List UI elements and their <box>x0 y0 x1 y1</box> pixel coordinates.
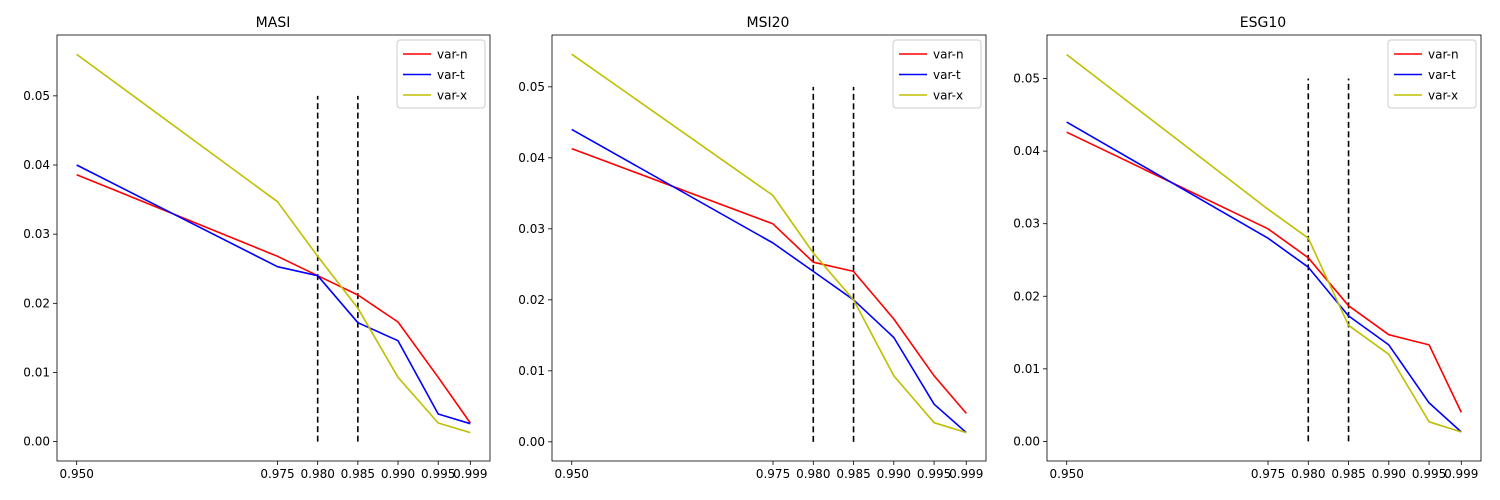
chart-panel-msi20: MSI20 0.950 0.975 0.980 0.985 0.990 0.9950.99… <box>518 15 987 481</box>
x-tick-label: 0.950 <box>1050 467 1084 481</box>
x-tick-label: 0.990 <box>1372 467 1406 481</box>
plot-frame <box>551 34 987 462</box>
y-tick-label: 0.02 <box>518 293 545 307</box>
legend-label: var-t <box>437 68 465 82</box>
x-tick-label: 0.980 <box>301 467 335 481</box>
chart-title: MASI <box>256 15 291 31</box>
chart-title: MSI20 <box>747 15 790 31</box>
y-tick-label: 0.05 <box>518 80 545 94</box>
y-tick-label: 0.03 <box>23 227 50 241</box>
x-tick-label: 0.995 <box>421 467 455 481</box>
x-tick-label: 0.990 <box>381 467 415 481</box>
y-tick-label: 0.01 <box>1013 362 1040 376</box>
y-tick-label: 0.05 <box>23 89 50 103</box>
legend-box <box>396 39 486 109</box>
series-line-var-x <box>571 53 967 434</box>
x-tick-label: 0.995 <box>917 467 951 481</box>
x-tick-label: 0.995 <box>1412 467 1446 481</box>
legend-box <box>1387 39 1477 109</box>
y-tick-label: 0.04 <box>518 151 545 165</box>
x-tick-label: 0.999 <box>1444 467 1478 481</box>
x-tick-label: 0.985 <box>836 467 870 481</box>
legend-label: var-t <box>933 68 961 82</box>
series-line-var-n <box>571 147 967 414</box>
series-line-var-t <box>1066 121 1462 433</box>
y-tick-label: 0.05 <box>1013 72 1040 86</box>
legend: var-n var-t var-x <box>1387 39 1477 109</box>
x-tick-label: 0.950 <box>555 467 589 481</box>
chart-title: ESG10 <box>1240 15 1286 31</box>
x-tick-label: 0.985 <box>341 467 375 481</box>
legend: var-n var-t var-x <box>892 39 982 109</box>
x-tick-label: 0.950 <box>60 467 94 481</box>
legend-label: var-t <box>1428 68 1456 82</box>
legend-label: var-n <box>933 48 964 62</box>
series-line-var-n <box>1066 131 1463 413</box>
legend-label: var-n <box>437 48 468 62</box>
legend-label: var-x <box>933 89 963 103</box>
x-tick-label: 0.999 <box>949 467 983 481</box>
x-tick-label: 0.975 <box>1251 467 1285 481</box>
series-line-var-x <box>1066 53 1462 433</box>
plot-frame <box>56 34 491 462</box>
y-tick-label: 0.04 <box>23 158 50 172</box>
x-tick-label: 0.985 <box>1331 467 1365 481</box>
legend-box <box>892 39 982 109</box>
x-tick-label: 0.975 <box>260 467 294 481</box>
x-tick-label: 0.975 <box>756 467 790 481</box>
y-tick-label: 0.01 <box>518 364 545 378</box>
x-tick-label: 0.980 <box>796 467 830 481</box>
y-tick-label: 0.00 <box>23 435 50 449</box>
series-line-var-n <box>76 173 471 424</box>
series-line-var-t <box>76 164 471 425</box>
plot-frame <box>1046 34 1482 462</box>
series-line-var-x <box>76 53 471 434</box>
chart-panel-masi: MASI 0.950 0.975 0.980 0.985 0.990 0.9950.999… <box>23 15 491 481</box>
x-tick-label: 0.990 <box>877 467 911 481</box>
legend-label: var-x <box>1428 89 1458 103</box>
y-tick-label: 0.03 <box>518 222 545 236</box>
y-tick-label: 0.01 <box>23 365 50 379</box>
x-tick-label: 0.980 <box>1291 467 1325 481</box>
y-tick-label: 0.03 <box>1013 217 1040 231</box>
legend: var-n var-t var-x <box>396 39 486 109</box>
y-tick-label: 0.02 <box>23 296 50 310</box>
y-tick-label: 0.00 <box>518 435 545 449</box>
y-tick-label: 0.00 <box>1013 434 1040 448</box>
x-tick-label: 0.999 <box>453 467 487 481</box>
y-tick-label: 0.02 <box>1013 289 1040 303</box>
y-tick-label: 0.04 <box>1013 144 1040 158</box>
legend-label: var-x <box>437 89 467 103</box>
legend-label: var-n <box>1428 48 1459 62</box>
chart-panel-esg10: ESG10 0.950 0.975 0.980 0.985 0.990 0.9950.99… <box>1013 15 1482 481</box>
